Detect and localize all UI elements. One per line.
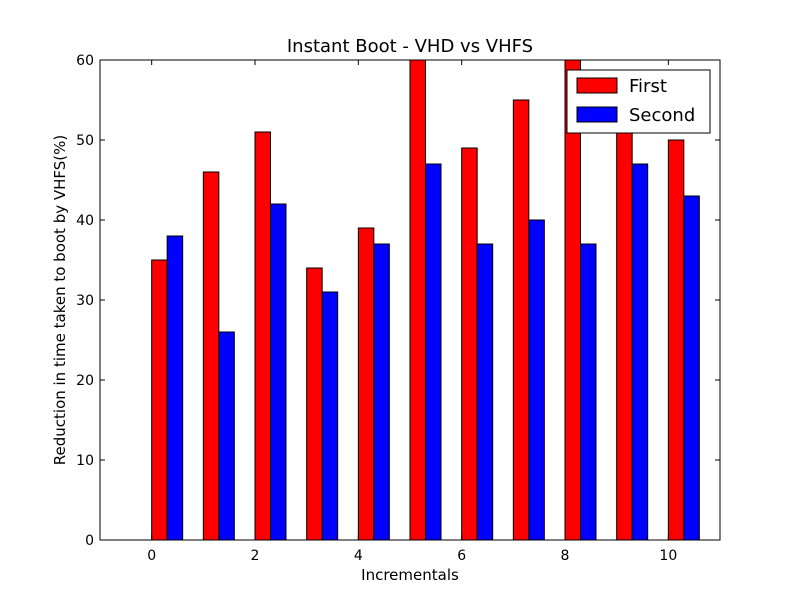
bar-first-3 [306, 267, 323, 541]
legend-swatch-second [576, 106, 618, 123]
bar-second-8 [580, 243, 597, 541]
bar-second-4 [373, 243, 390, 541]
bar-first-9 [616, 115, 633, 541]
y-axis-label: Reduction in time taken to boot by VHFS(… [51, 135, 69, 465]
axis-ticks: 0 2 4 6 8 10 0 10 20 30 40 50 60 [76, 53, 720, 564]
chart-title: Instant Boot - VHD vs VHFS [287, 36, 533, 57]
bar-first-10 [667, 139, 685, 541]
x-tick-label-2: 2 [251, 548, 260, 564]
legend-swatch-first [576, 77, 618, 94]
bar-first-6 [461, 147, 478, 541]
bar-second-2 [270, 203, 287, 541]
y-tick-label-40: 40 [76, 213, 94, 229]
plot-bars [151, 59, 700, 541]
legend-label-second: Second [629, 105, 695, 126]
bar-first-1 [202, 171, 220, 541]
x-tick-label-4: 4 [354, 548, 363, 564]
bar-second-0 [166, 235, 184, 541]
bar-first-5 [409, 59, 426, 541]
bar-first-0 [151, 259, 168, 541]
x-tick-label-6: 6 [457, 548, 466, 564]
bar-second-1 [218, 331, 235, 541]
bar-second-6 [476, 243, 494, 541]
y-tick-label-30: 30 [76, 293, 94, 309]
bar-second-7 [528, 219, 545, 541]
bar-second-5 [425, 163, 442, 541]
bar-first-7 [512, 99, 530, 541]
y-tick-label-0: 0 [85, 533, 94, 549]
y-tick-label-50: 50 [76, 133, 94, 149]
y-tick-label-60: 60 [76, 53, 94, 69]
x-tick-label-0: 0 [147, 548, 156, 564]
bar-second-3 [321, 291, 339, 541]
x-tick-label-10: 10 [659, 548, 677, 564]
y-tick-label-10: 10 [76, 453, 94, 469]
legend-label-first: First [629, 76, 667, 97]
bar-first-4 [357, 227, 375, 541]
x-tick-label-8: 8 [561, 548, 570, 564]
legend: First Second [566, 69, 711, 134]
y-tick-label-20: 20 [76, 373, 94, 389]
bar-second-10 [683, 195, 700, 541]
bar-first-2 [254, 131, 271, 541]
x-axis-label: Incrementals [361, 566, 459, 584]
bar-second-9 [631, 163, 649, 541]
